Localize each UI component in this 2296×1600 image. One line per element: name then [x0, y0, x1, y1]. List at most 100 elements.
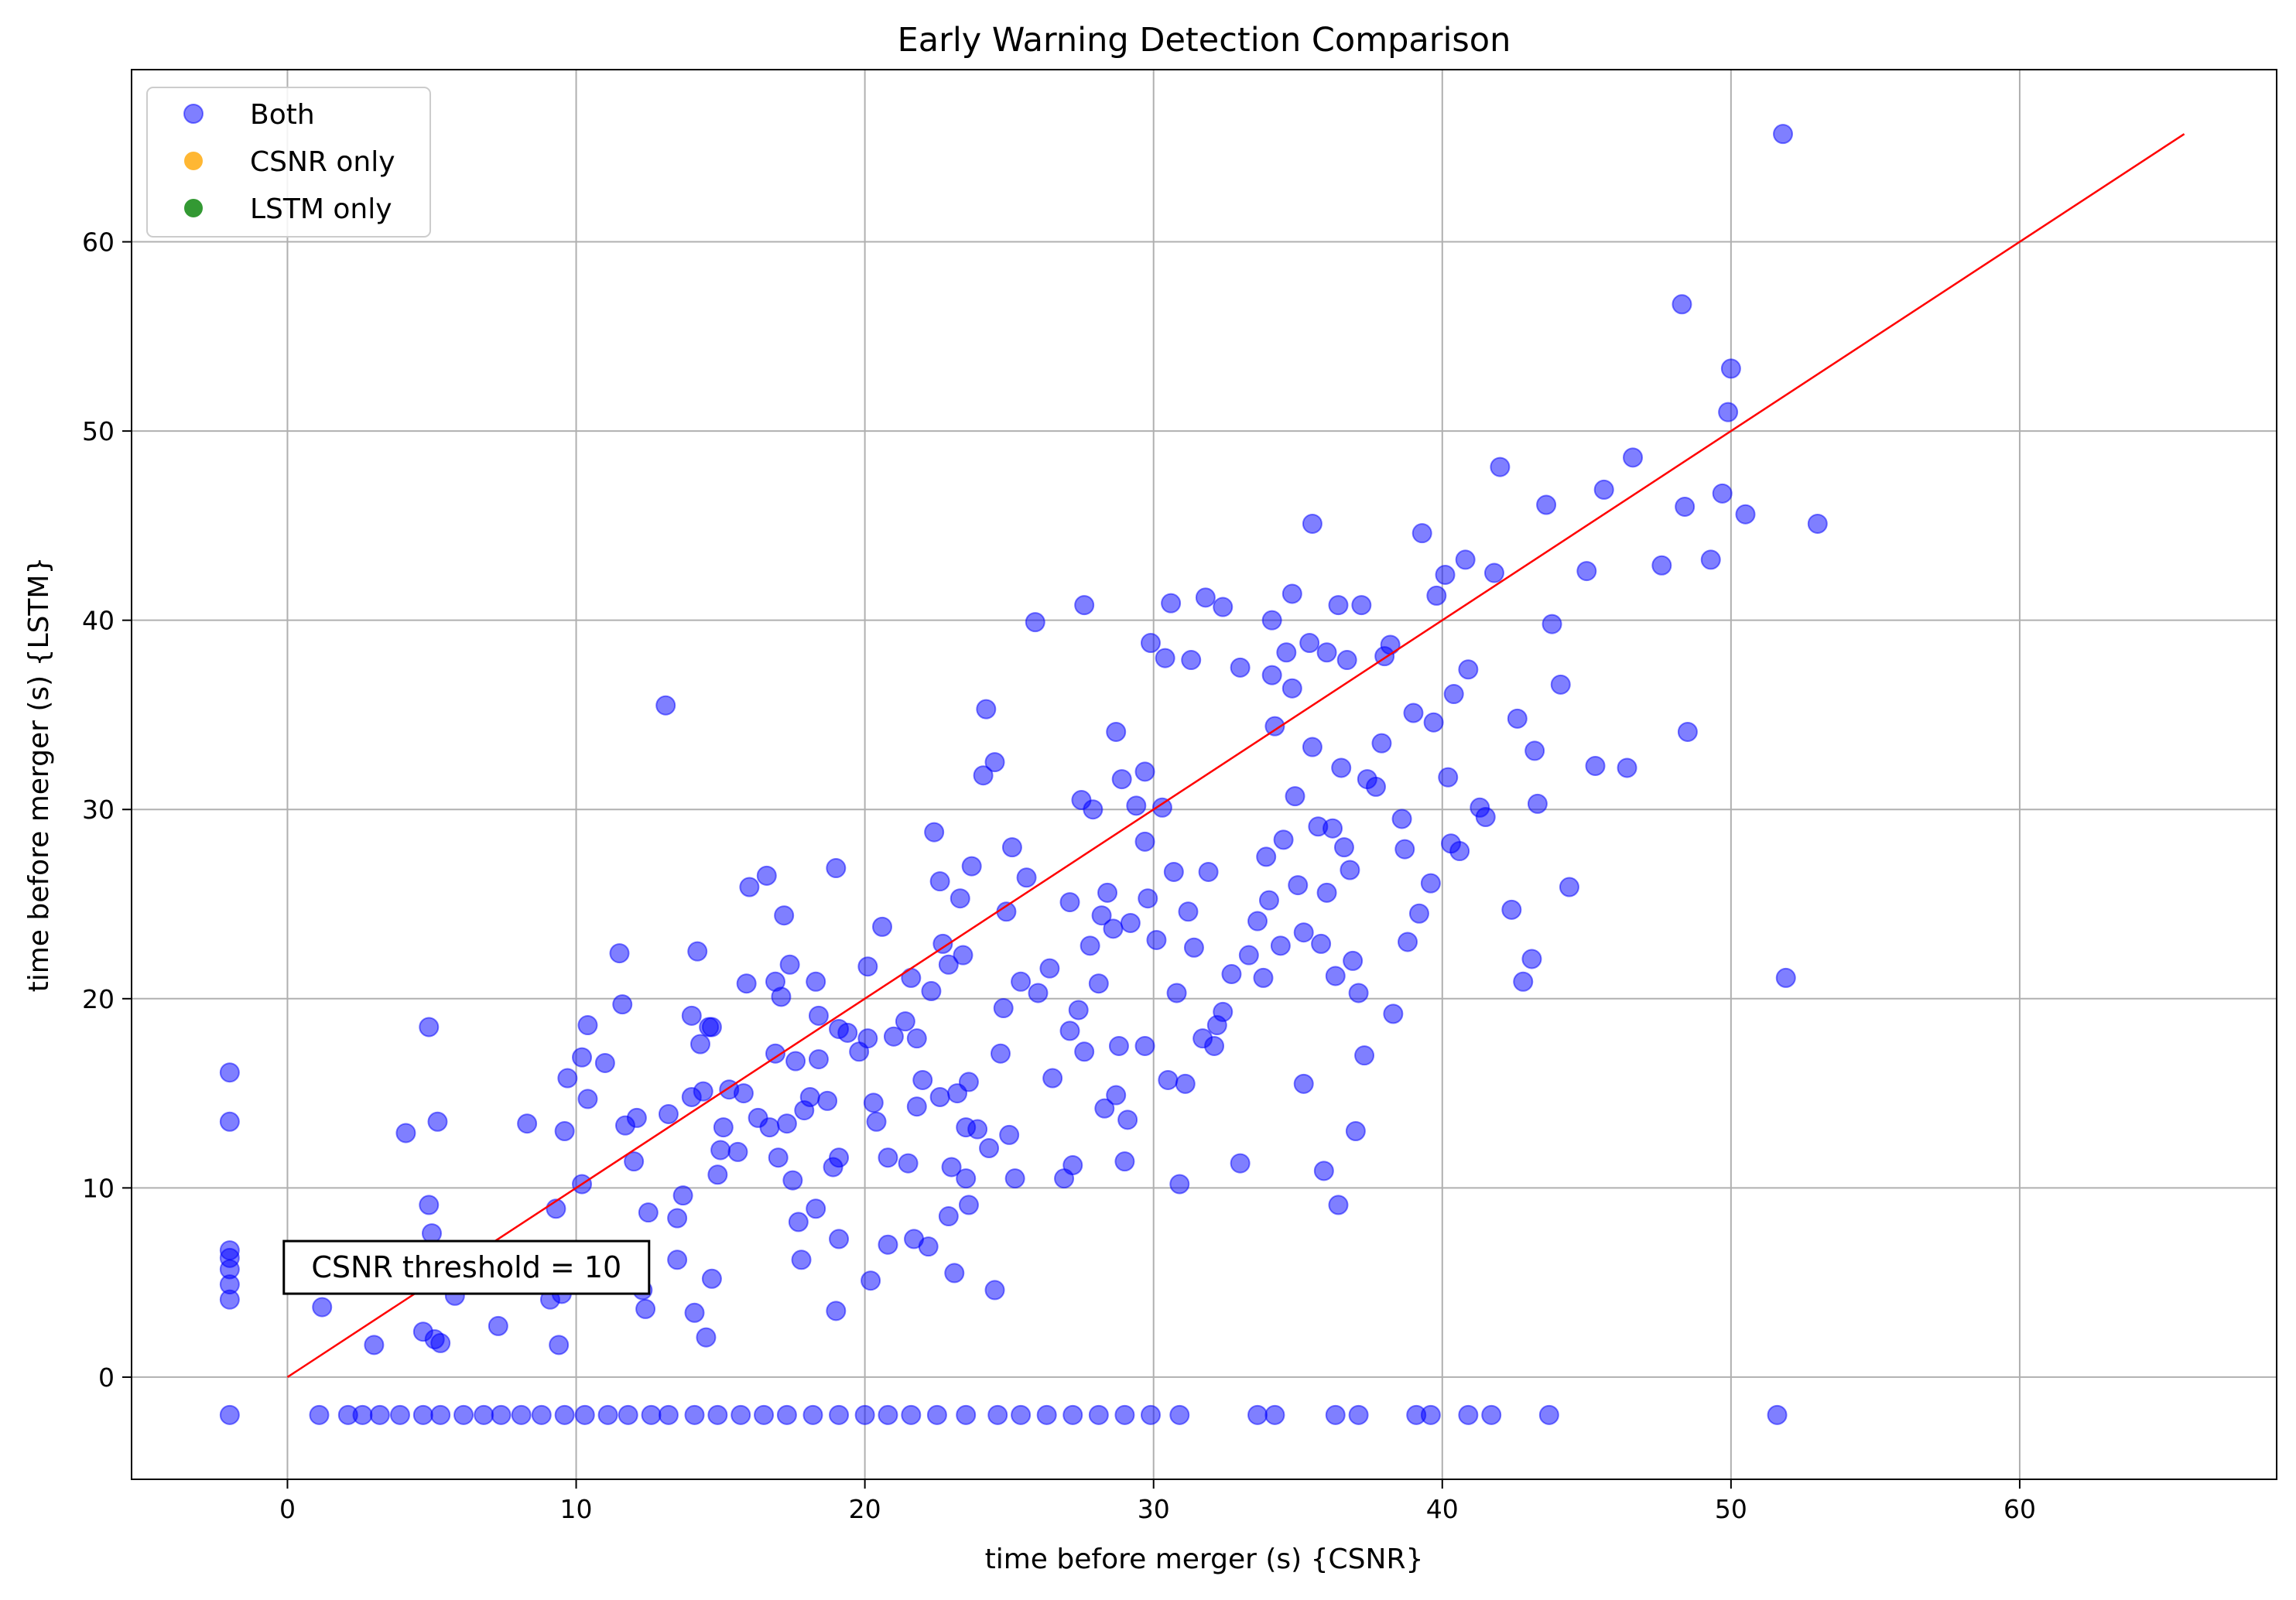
data-point	[768, 1147, 789, 1168]
threshold-annotation: CSNR threshold = 10	[282, 1239, 651, 1295]
data-point	[806, 971, 826, 992]
data-point	[785, 1051, 806, 1072]
data-point	[774, 905, 795, 926]
data-point	[1114, 1151, 1135, 1172]
data-point	[956, 1168, 977, 1189]
data-point	[1490, 456, 1511, 477]
data-point	[1501, 899, 1522, 920]
data-point	[1155, 648, 1175, 668]
x-tick-label: 60	[2003, 1494, 2036, 1524]
data-point	[422, 1223, 443, 1244]
data-point	[1025, 612, 1045, 633]
data-point	[491, 1404, 512, 1425]
data-point	[817, 1090, 838, 1111]
legend-marker-csnr-only	[184, 152, 203, 170]
data-point	[956, 1404, 977, 1425]
data-point	[419, 1195, 440, 1215]
data-point	[710, 1140, 731, 1161]
data-point	[1371, 733, 1392, 754]
data-point	[918, 1236, 939, 1257]
data-point	[488, 1315, 508, 1336]
data-point	[895, 1011, 915, 1032]
data-point	[926, 1404, 947, 1425]
data-point	[1328, 1195, 1349, 1215]
annotation-text: CSNR threshold = 10	[311, 1250, 621, 1284]
data-point	[369, 1404, 390, 1425]
data-point	[779, 954, 800, 975]
data-point	[878, 1404, 898, 1425]
data-point	[944, 1263, 965, 1284]
data-point	[1720, 358, 1741, 379]
axis-ticks: 0 10 20 30 40 50 60 0 10 20 30 40 50 60	[82, 227, 2036, 1524]
data-point	[791, 1250, 812, 1270]
data-point	[557, 1068, 578, 1089]
data-point	[878, 1147, 898, 1168]
data-point	[806, 1198, 826, 1219]
data-point	[1475, 807, 1496, 828]
data-point	[1134, 761, 1155, 782]
data-point	[684, 1302, 705, 1323]
data-point	[219, 1062, 240, 1083]
data-point	[1481, 1404, 1502, 1425]
data-point	[976, 699, 997, 720]
data-point	[953, 945, 973, 966]
data-point	[1091, 905, 1112, 926]
data-point	[1178, 901, 1199, 922]
y-tick-label: 0	[98, 1362, 115, 1393]
data-point	[1247, 1404, 1268, 1425]
data-point	[597, 1404, 618, 1425]
data-point	[987, 1404, 1008, 1425]
data-point	[309, 1404, 330, 1425]
data-point	[1230, 1153, 1251, 1174]
data-point	[861, 1270, 881, 1291]
data-point	[1340, 860, 1360, 880]
data-point	[1151, 797, 1172, 818]
data-point	[1062, 1155, 1083, 1176]
data-point	[739, 877, 760, 897]
data-point	[1302, 513, 1323, 534]
data-point	[1672, 294, 1692, 315]
data-point	[829, 1404, 850, 1425]
data-point	[906, 1096, 927, 1117]
data-point	[863, 1092, 884, 1113]
data-point	[1383, 1003, 1404, 1024]
data-point	[967, 1119, 988, 1140]
data-point	[1256, 846, 1277, 867]
y-tick-label: 40	[82, 606, 115, 636]
legend: Both CSNR only LSTM only	[146, 87, 431, 238]
data-point	[1204, 1035, 1225, 1056]
data-point	[1651, 555, 1672, 576]
data-point	[1483, 562, 1504, 583]
data-point	[808, 1049, 829, 1070]
y-tick-label: 30	[82, 795, 115, 825]
data-point	[1712, 483, 1733, 504]
data-point	[1323, 818, 1343, 839]
data-point	[474, 1404, 494, 1425]
data-point	[731, 1404, 751, 1425]
data-point	[1365, 776, 1386, 797]
data-point	[826, 1301, 847, 1321]
data-point	[924, 822, 945, 843]
data-point	[1299, 633, 1320, 654]
data-point	[1094, 1098, 1115, 1119]
data-point	[577, 1089, 598, 1109]
data-point	[364, 1335, 385, 1356]
data-point	[808, 1005, 829, 1026]
data-point	[878, 1234, 898, 1255]
data-point	[759, 1117, 780, 1138]
data-point	[799, 1086, 820, 1107]
data-point	[1080, 935, 1100, 956]
data-point	[733, 1083, 754, 1104]
data-point	[1420, 1404, 1441, 1425]
data-point	[1074, 1041, 1095, 1062]
data-point	[667, 1250, 688, 1270]
data-point	[866, 1111, 887, 1132]
data-point	[1158, 1069, 1179, 1090]
y-tick-label: 10	[82, 1173, 115, 1203]
data-point	[219, 1111, 240, 1132]
data-point	[641, 1404, 662, 1425]
data-point	[609, 943, 630, 964]
data-point	[1343, 950, 1364, 971]
data-point	[1585, 755, 1606, 776]
data-point	[776, 1113, 797, 1134]
